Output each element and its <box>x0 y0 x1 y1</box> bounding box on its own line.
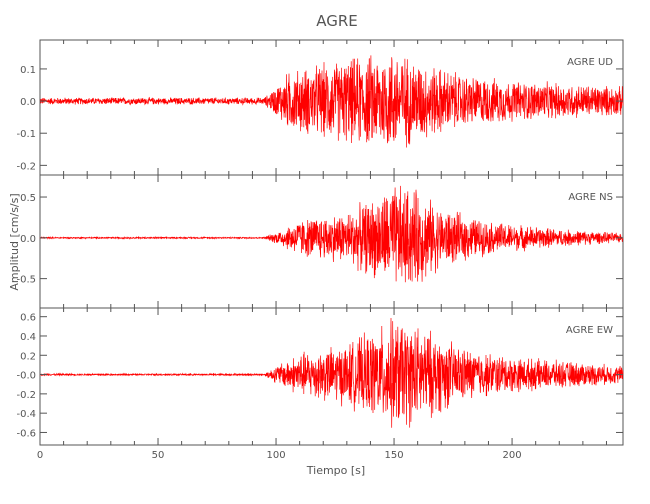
y-tick-label: 0.5 <box>20 193 36 204</box>
y-tick-label: 0.4 <box>20 332 36 343</box>
x-tick-label: 50 <box>152 450 165 461</box>
panel-label: AGRE EW <box>566 325 613 336</box>
y-tick-label: 0.0 <box>20 234 36 245</box>
panel-frame-3 <box>39 307 624 446</box>
chart-title: AGRE <box>316 12 358 30</box>
y-tick-label: -0.2 <box>16 390 36 401</box>
y-tick-label: 0.2 <box>20 351 36 362</box>
trace-3 <box>39 317 624 428</box>
y-tick-label: 0.1 <box>20 65 36 76</box>
x-tick-label: 200 <box>503 450 522 461</box>
x-tick-label: 100 <box>266 450 285 461</box>
y-tick-label: -0.2 <box>16 161 36 172</box>
y-tick-label: -0.6 <box>16 428 36 439</box>
x-tick-label: 0 <box>37 450 43 461</box>
y-tick-label: -0.5 <box>16 275 36 286</box>
y-tick-label: -0.4 <box>16 409 36 420</box>
trace-1 <box>39 55 624 148</box>
panel-label: AGRE NS <box>568 192 613 203</box>
y-tick-label: -0.1 <box>16 129 36 140</box>
trace-2 <box>39 185 624 283</box>
panel-label: AGRE UD <box>567 57 613 68</box>
y-tick-label: 0.6 <box>20 313 36 324</box>
y-tick-label: 0.0 <box>20 97 36 108</box>
x-axis-label: Tiempo [s] <box>306 464 365 477</box>
y-tick-label: -0.0 <box>16 371 36 382</box>
y-axis-label: Amplitud [cm/s/s] <box>8 193 21 290</box>
x-tick-label: 150 <box>385 450 404 461</box>
